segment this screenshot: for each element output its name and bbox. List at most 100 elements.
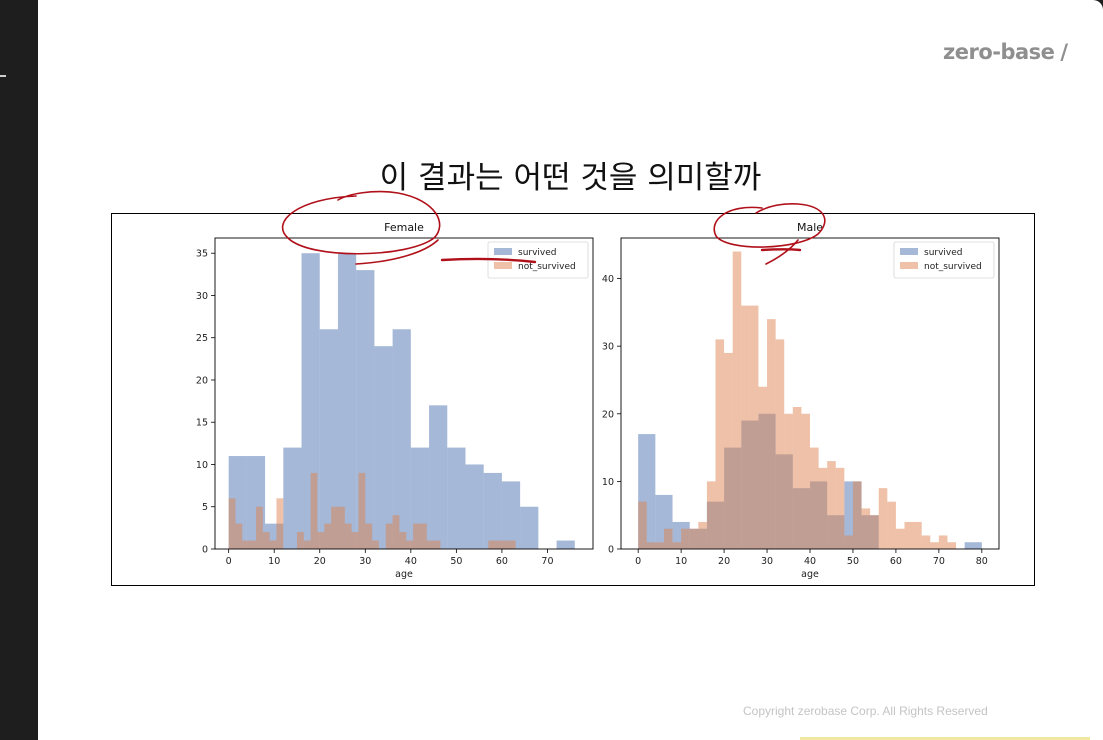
logo-slash: /: [1060, 40, 1068, 64]
bar-survived: [964, 542, 982, 549]
bar-not_survived: [861, 508, 871, 549]
male-title-circle: [713, 203, 826, 248]
bar-not_survived: [317, 532, 325, 549]
bar-survived: [374, 346, 393, 549]
annotation-ink: [281, 190, 826, 265]
bar-not_survived: [655, 542, 664, 549]
bar-not_survived: [392, 515, 400, 549]
bar-not_survived: [801, 413, 810, 549]
female-title-circle: [281, 190, 441, 255]
series-not_survived: [228, 472, 516, 549]
bar-not_survived: [324, 523, 332, 549]
bar-not_survived: [835, 467, 845, 549]
bar-not_survived: [406, 540, 414, 549]
y-tick-label: 10: [196, 460, 208, 471]
legend: survived not_survived: [893, 241, 995, 279]
bar-survived: [447, 447, 466, 549]
chart-title: Male: [797, 221, 823, 234]
chart-male: 0 10 20 30 40 50 60 70 80 0 10 20 30 40 Male age survive…: [602, 221, 1000, 580]
bar-not_survived: [913, 521, 922, 549]
bar-not_survived: [724, 352, 733, 549]
male-pointer-stroke: [765, 239, 799, 265]
bar-not_survived: [887, 501, 896, 549]
x-axis-label: age: [395, 569, 413, 580]
bar-not_survived: [331, 506, 338, 549]
slide-title: 이 결과는 어떤 것을 의미할까: [379, 160, 762, 196]
bar-not_survived: [741, 305, 750, 549]
slide: zero-base / 이 결과는 어떤 것을 의미할까 0 10 20 30 40 50 6…: [38, 0, 1103, 740]
bar-not_survived: [672, 542, 682, 549]
bar-not_survived: [399, 532, 407, 549]
bar-not_survived: [895, 528, 905, 549]
bar-not_survived: [810, 447, 819, 549]
y-tick-label: 20: [196, 375, 208, 386]
bar-not_survived: [878, 488, 888, 549]
sidebar-strip: [0, 0, 38, 740]
bar-not_survived: [269, 540, 277, 549]
bar-survived: [501, 481, 521, 549]
x-tick-label: 0: [226, 556, 232, 567]
bar-not_survived: [296, 532, 304, 549]
bar-not_survived: [775, 339, 785, 549]
female-legend-underline: [440, 257, 537, 264]
legend-swatch-survived: [900, 248, 918, 255]
x-tick-label: 80: [976, 556, 988, 567]
bar-survived: [283, 447, 302, 549]
legend-swatch-not_survived: [494, 262, 512, 269]
chart-female: 0 10 20 30 40 50 60 70 0 5 10 15 20 25 30 35 Female age su…: [196, 221, 594, 580]
bar-not_survived: [749, 305, 759, 549]
bar-not_survived: [249, 540, 256, 549]
zero-base-logo: zero-base /: [943, 40, 1068, 64]
series-not_survived: [638, 251, 957, 549]
bar-not_survived: [732, 251, 742, 549]
x-tick-label: 10: [268, 556, 280, 567]
bar-not_survived: [715, 339, 725, 549]
legend-swatch-survived: [494, 248, 512, 255]
bar-not_survived: [433, 540, 441, 549]
bar-not_survived: [947, 542, 957, 549]
x-tick-label: 70: [541, 556, 553, 567]
legend-swatch-not_survived: [900, 262, 918, 269]
bar-not_survived: [228, 498, 236, 549]
bar-survived: [465, 464, 484, 549]
bar-not_survived: [938, 535, 948, 549]
x-tick-label: 20: [314, 556, 326, 567]
bar-not_survived: [310, 472, 318, 549]
x-axis-label: age: [801, 569, 819, 580]
bar-survived: [410, 447, 430, 549]
x-tick-label: 40: [405, 556, 417, 567]
legend: survived not_survived: [487, 241, 589, 279]
bar-not_survived: [827, 461, 836, 549]
x-tick-label: 10: [675, 556, 687, 567]
bar-not_survived: [235, 523, 243, 549]
bar-not_survived: [358, 472, 366, 549]
bar-not_survived: [337, 506, 345, 549]
bar-not_survived: [508, 540, 516, 549]
legend-label-survived: survived: [518, 248, 557, 258]
y-tick-label: 0: [202, 545, 208, 556]
bar-not_survived: [262, 532, 270, 549]
bar-not_survived: [921, 535, 931, 549]
bar-not_survived: [758, 386, 768, 549]
legend-box: [893, 241, 995, 279]
bar-not_survived: [495, 540, 502, 549]
bar-not_survived: [870, 515, 879, 549]
bar-survived: [520, 506, 539, 549]
y-tick-label: 30: [602, 342, 614, 353]
bottom-highlight: [800, 737, 1090, 740]
y-tick-label: 30: [196, 291, 208, 302]
bar-survived: [392, 329, 411, 549]
x-tick-label: 0: [635, 556, 641, 567]
x-tick-label: 70: [933, 556, 945, 567]
bar-not_survived: [255, 506, 263, 549]
bar-not_survived: [242, 540, 250, 549]
y-tick-label: 40: [602, 274, 614, 285]
strip-marker: [0, 75, 6, 77]
bar-not_survived: [784, 413, 793, 549]
x-tick-label: 60: [890, 556, 902, 567]
bar-not_survived: [303, 540, 311, 549]
bar-not_survived: [930, 542, 939, 549]
x-tick-label: 50: [847, 556, 859, 567]
bar-not_survived: [426, 540, 434, 549]
bar-not_survived: [818, 467, 828, 549]
